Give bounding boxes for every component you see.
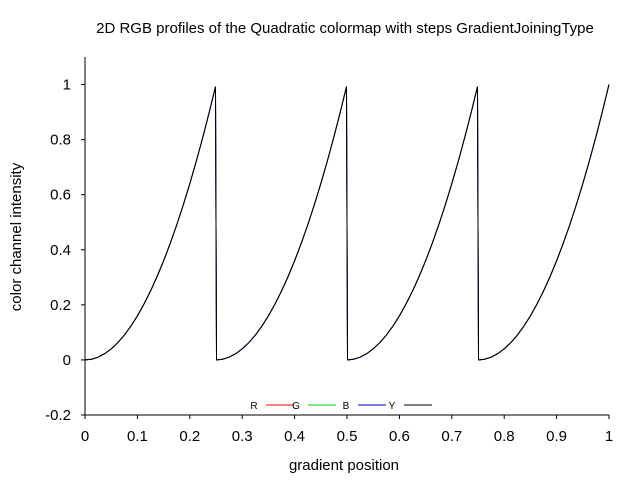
x-axis-ticks: 0 0.1 0.2 0.3 0.4 0.5 0.6 0.7 0.8 0.9 1: [81, 415, 613, 445]
legend-label-y: Y: [389, 401, 396, 412]
y-axis-label: color channel intensity: [8, 162, 25, 311]
legend-label-r: R: [250, 401, 257, 412]
y-tick-label: 0.2: [50, 297, 71, 314]
x-tick-label: 0: [81, 428, 89, 445]
series-layer: [84, 84, 610, 361]
x-axis-label: gradient position: [289, 457, 399, 474]
series-line-y: [84, 84, 610, 361]
x-tick-label: 0.7: [441, 428, 462, 445]
x-tick-label: 0.5: [337, 428, 358, 445]
x-tick-label: 0.1: [127, 428, 148, 445]
y-axis-ticks: -0.2 0 0.2 0.4 0.6 0.8 1: [45, 77, 85, 424]
x-tick-label: 0.4: [284, 428, 305, 445]
x-tick-label: 0.3: [232, 428, 253, 445]
legend-label-g: G: [292, 401, 300, 412]
y-tick-label: 1: [63, 77, 71, 94]
y-tick-label: -0.2: [45, 407, 71, 424]
x-tick-label: 0.2: [179, 428, 200, 445]
x-tick-label: 0.6: [389, 428, 410, 445]
chart-title: 2D RGB profiles of the Quadratic colorma…: [96, 20, 594, 37]
y-tick-label: 0.6: [50, 187, 71, 204]
x-tick-label: 0.9: [546, 428, 567, 445]
y-tick-label: 0: [63, 352, 71, 369]
legend-label-b: B: [343, 401, 350, 412]
y-tick-label: 0.8: [50, 132, 71, 149]
x-tick-label: 1: [605, 428, 613, 445]
x-tick-label: 0.8: [494, 428, 515, 445]
y-tick-label: 0.4: [50, 242, 71, 259]
